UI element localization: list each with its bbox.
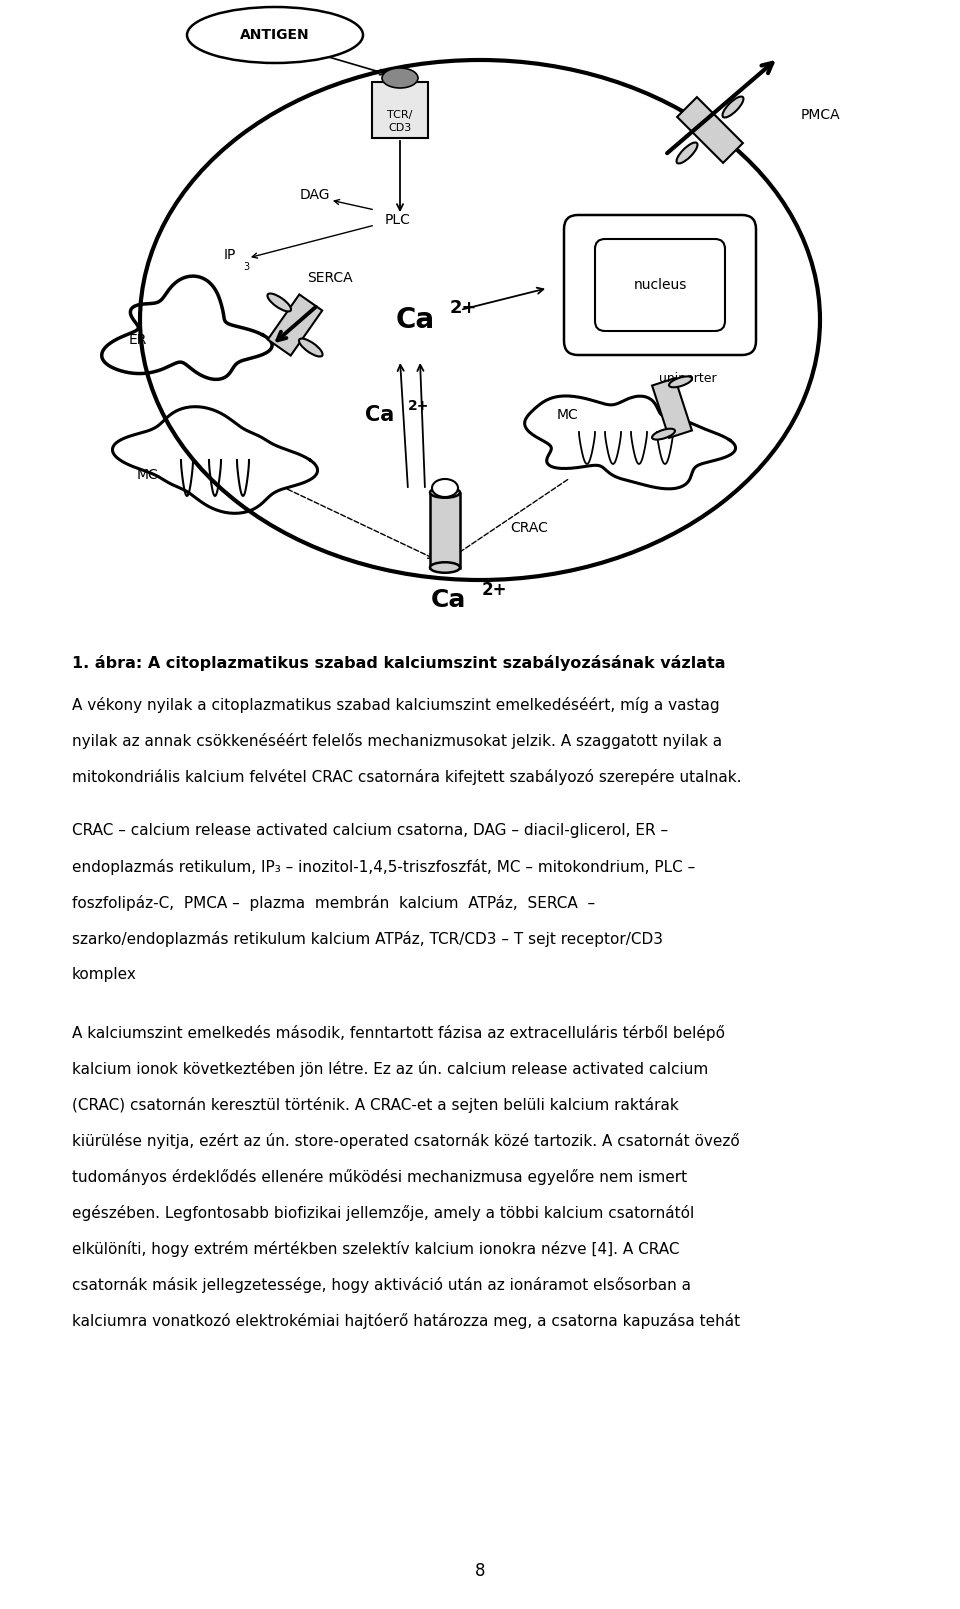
Text: PLC: PLC [385, 212, 411, 227]
Text: csatornák másik jellegzetessége, hogy aktiváció után az ionáramot elsősorban a: csatornák másik jellegzetessége, hogy ak… [72, 1278, 691, 1294]
Text: elkülöníti, hogy extrém mértékben szelektív kalcium ionokra nézve [4]. A CRAC: elkülöníti, hogy extrém mértékben szelek… [72, 1241, 680, 1257]
Text: egészében. Legfontosabb biofizikai jellemzője, amely a többi kalcium csatornától: egészében. Legfontosabb biofizikai jelle… [72, 1205, 694, 1221]
Text: ANTIGEN: ANTIGEN [240, 27, 310, 42]
Ellipse shape [430, 562, 460, 573]
Text: MC: MC [557, 409, 579, 422]
Polygon shape [677, 97, 743, 163]
FancyBboxPatch shape [595, 240, 725, 331]
Ellipse shape [382, 68, 418, 88]
Text: 8: 8 [475, 1562, 485, 1580]
Text: DAG: DAG [300, 188, 330, 203]
Text: 2+: 2+ [450, 299, 477, 317]
Text: nyilak az annak csökkenéséért felelős mechanizmusokat jelzik. A szaggatott nyila: nyilak az annak csökkenéséért felelős me… [72, 734, 722, 750]
FancyBboxPatch shape [564, 216, 756, 356]
Ellipse shape [268, 293, 291, 312]
Ellipse shape [677, 143, 698, 164]
Text: foszfolipáz-C,  PMCA –  plazma  membrán  kalcium  ATPáz,  SERCA  –: foszfolipáz-C, PMCA – plazma membrán kal… [72, 895, 595, 911]
Ellipse shape [187, 6, 363, 63]
Text: TCR/: TCR/ [387, 109, 413, 121]
Text: uniporter: uniporter [660, 372, 717, 385]
Text: Ca: Ca [396, 306, 435, 335]
Text: kalcium ionok következtében jön létre. Ez az ún. calcium release activated calci: kalcium ionok következtében jön létre. E… [72, 1060, 708, 1076]
Text: mitokondriális kalcium felvétel CRAC csatornára kifejtett szabályozó szerepére u: mitokondriális kalcium felvétel CRAC csa… [72, 769, 741, 785]
Text: MC: MC [137, 468, 158, 483]
Text: A kalciumszint emelkedés második, fenntartott fázisa az extracelluláris térből b: A kalciumszint emelkedés második, fennta… [72, 1025, 725, 1041]
Text: Ca: Ca [430, 587, 466, 611]
Polygon shape [430, 492, 460, 568]
Text: tudományos érdeklődés ellenére működési mechanizmusa egyelőre nem ismert: tudományos érdeklődés ellenére működési … [72, 1170, 687, 1184]
Text: szarko/endoplazmás retikulum kalcium ATPáz, TCR/CD3 – T sejt receptor/CD3: szarko/endoplazmás retikulum kalcium ATP… [72, 932, 663, 948]
Text: (CRAC) csatornán keresztül történik. A CRAC-et a sejten belüli kalcium raktárak: (CRAC) csatornán keresztül történik. A C… [72, 1097, 679, 1113]
Text: 3: 3 [243, 262, 250, 272]
Ellipse shape [299, 338, 323, 357]
Polygon shape [652, 378, 692, 438]
Text: Ca: Ca [366, 405, 395, 425]
Text: 1. ábra: A citoplazmatikus szabad kalciumszint szabályozásának vázlata: 1. ábra: A citoplazmatikus szabad kalciu… [72, 655, 726, 671]
Ellipse shape [723, 97, 743, 117]
Text: komplex: komplex [72, 967, 137, 981]
Text: kiürülése nyitja, ezért az ún. store-operated csatornák közé tartozik. A csatorn: kiürülése nyitja, ezért az ún. store-ope… [72, 1133, 740, 1149]
Text: A vékony nyilak a citoplazmatikus szabad kalciumszint emelkedéséért, míg a vasta: A vékony nyilak a citoplazmatikus szabad… [72, 697, 720, 713]
Ellipse shape [652, 428, 675, 439]
Text: ER: ER [129, 333, 147, 348]
Text: CRAC – calcium release activated calcium csatorna, DAG – diacil-glicerol, ER –: CRAC – calcium release activated calcium… [72, 822, 668, 838]
Text: CD3: CD3 [389, 122, 412, 134]
Text: nucleus: nucleus [634, 278, 686, 291]
Ellipse shape [669, 377, 692, 388]
Ellipse shape [140, 60, 820, 579]
FancyBboxPatch shape [372, 82, 428, 138]
Ellipse shape [432, 479, 458, 497]
Text: CRAC: CRAC [510, 521, 548, 536]
Text: IP: IP [224, 248, 236, 262]
Text: endoplazmás retikulum, IP₃ – inozitol-1,4,5-triszfoszfát, MC – mitokondrium, PLC: endoplazmás retikulum, IP₃ – inozitol-1,… [72, 859, 695, 875]
Text: 2+: 2+ [408, 399, 429, 414]
Text: kalciumra vonatkozó elektrokémiai hajtóerő határozza meg, a csatorna kapuzása te: kalciumra vonatkozó elektrokémiai hajtóe… [72, 1313, 740, 1329]
Text: PMCA: PMCA [801, 108, 840, 122]
Text: SERCA: SERCA [307, 270, 353, 285]
Ellipse shape [430, 488, 460, 497]
Text: 2+: 2+ [482, 581, 508, 599]
Polygon shape [268, 294, 323, 356]
